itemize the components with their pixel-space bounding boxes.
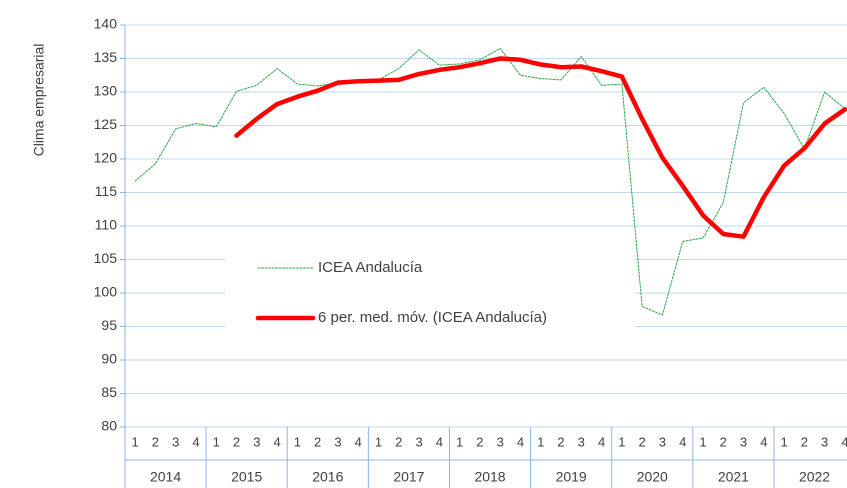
- x-tick-label: 2: [557, 434, 564, 449]
- y-tick-label: 80: [101, 418, 117, 434]
- y-tick-label: 125: [94, 116, 118, 132]
- x-tick-label: 1: [618, 434, 625, 449]
- x-tick-label: 4: [273, 434, 280, 449]
- x-tick-label: 1: [375, 434, 382, 449]
- x-tick-label: 1: [780, 434, 787, 449]
- x-tick-label: 2: [152, 434, 159, 449]
- x-tick-label: 2: [476, 434, 483, 449]
- x-group-label: 2018: [474, 469, 505, 485]
- x-tick-label: 1: [294, 434, 301, 449]
- legend-label: 6 per. med. móv. (ICEA Andalucía): [318, 309, 547, 326]
- series-line: [134, 47, 846, 316]
- x-group-label: 2014: [150, 469, 181, 485]
- legend-label: ICEA Andalucía: [318, 259, 423, 276]
- x-tick-label: 2: [395, 434, 402, 449]
- x-tick-label: 4: [517, 434, 524, 449]
- x-tick-label: 1: [132, 434, 139, 449]
- y-tick-label: 115: [95, 183, 118, 199]
- x-tick-label: 2: [801, 434, 808, 449]
- y-tick-label: 135: [94, 49, 118, 65]
- x-tick-label: 1: [537, 434, 544, 449]
- x-group-label: 2016: [312, 469, 343, 485]
- x-tick-label: 3: [172, 434, 179, 449]
- legend-box: [225, 243, 635, 341]
- x-tick-label: 1: [699, 434, 706, 449]
- y-tick-label: 105: [94, 250, 118, 266]
- x-tick-label: 1: [213, 434, 220, 449]
- x-tick-label: 3: [497, 434, 504, 449]
- y-tick-label: 90: [101, 351, 117, 367]
- y-tick-label: 120: [94, 150, 118, 166]
- y-tick-label: 85: [101, 384, 117, 400]
- x-tick-label: 4: [841, 434, 847, 449]
- x-tick-label: 3: [659, 434, 666, 449]
- x-tick-label: 3: [415, 434, 422, 449]
- y-axis-label: Clima empresarial: [31, 44, 47, 157]
- x-tick-label: 4: [679, 434, 686, 449]
- x-tick-label: 3: [253, 434, 260, 449]
- x-tick-label: 4: [192, 434, 199, 449]
- x-group-label: 2022: [799, 469, 830, 485]
- x-tick-label: 3: [334, 434, 341, 449]
- y-tick-label: 140: [94, 16, 118, 32]
- x-tick-label: 1: [456, 434, 463, 449]
- y-tick-label: 100: [94, 284, 118, 300]
- x-tick-label: 4: [760, 434, 767, 449]
- x-group-label: 2020: [637, 469, 668, 485]
- y-tick-label: 110: [95, 217, 118, 233]
- x-tick-label: 4: [355, 434, 362, 449]
- x-group-label: 2021: [718, 469, 749, 485]
- x-tick-label: 4: [436, 434, 443, 449]
- series-line: [234, 56, 847, 239]
- x-tick-label: 3: [578, 434, 585, 449]
- x-tick-label: 2: [233, 434, 240, 449]
- x-tick-label: 4: [598, 434, 605, 449]
- x-tick-label: 2: [314, 434, 321, 449]
- x-tick-label: 3: [821, 434, 828, 449]
- x-tick-label: 2: [639, 434, 646, 449]
- x-tick-label: 2: [720, 434, 727, 449]
- y-tick-label: 95: [101, 317, 117, 333]
- y-tick-label: 130: [94, 83, 118, 99]
- x-tick-label: 3: [740, 434, 747, 449]
- x-group-label: 2015: [231, 469, 262, 485]
- x-group-label: 2017: [393, 469, 424, 485]
- x-group-label: 2019: [556, 469, 587, 485]
